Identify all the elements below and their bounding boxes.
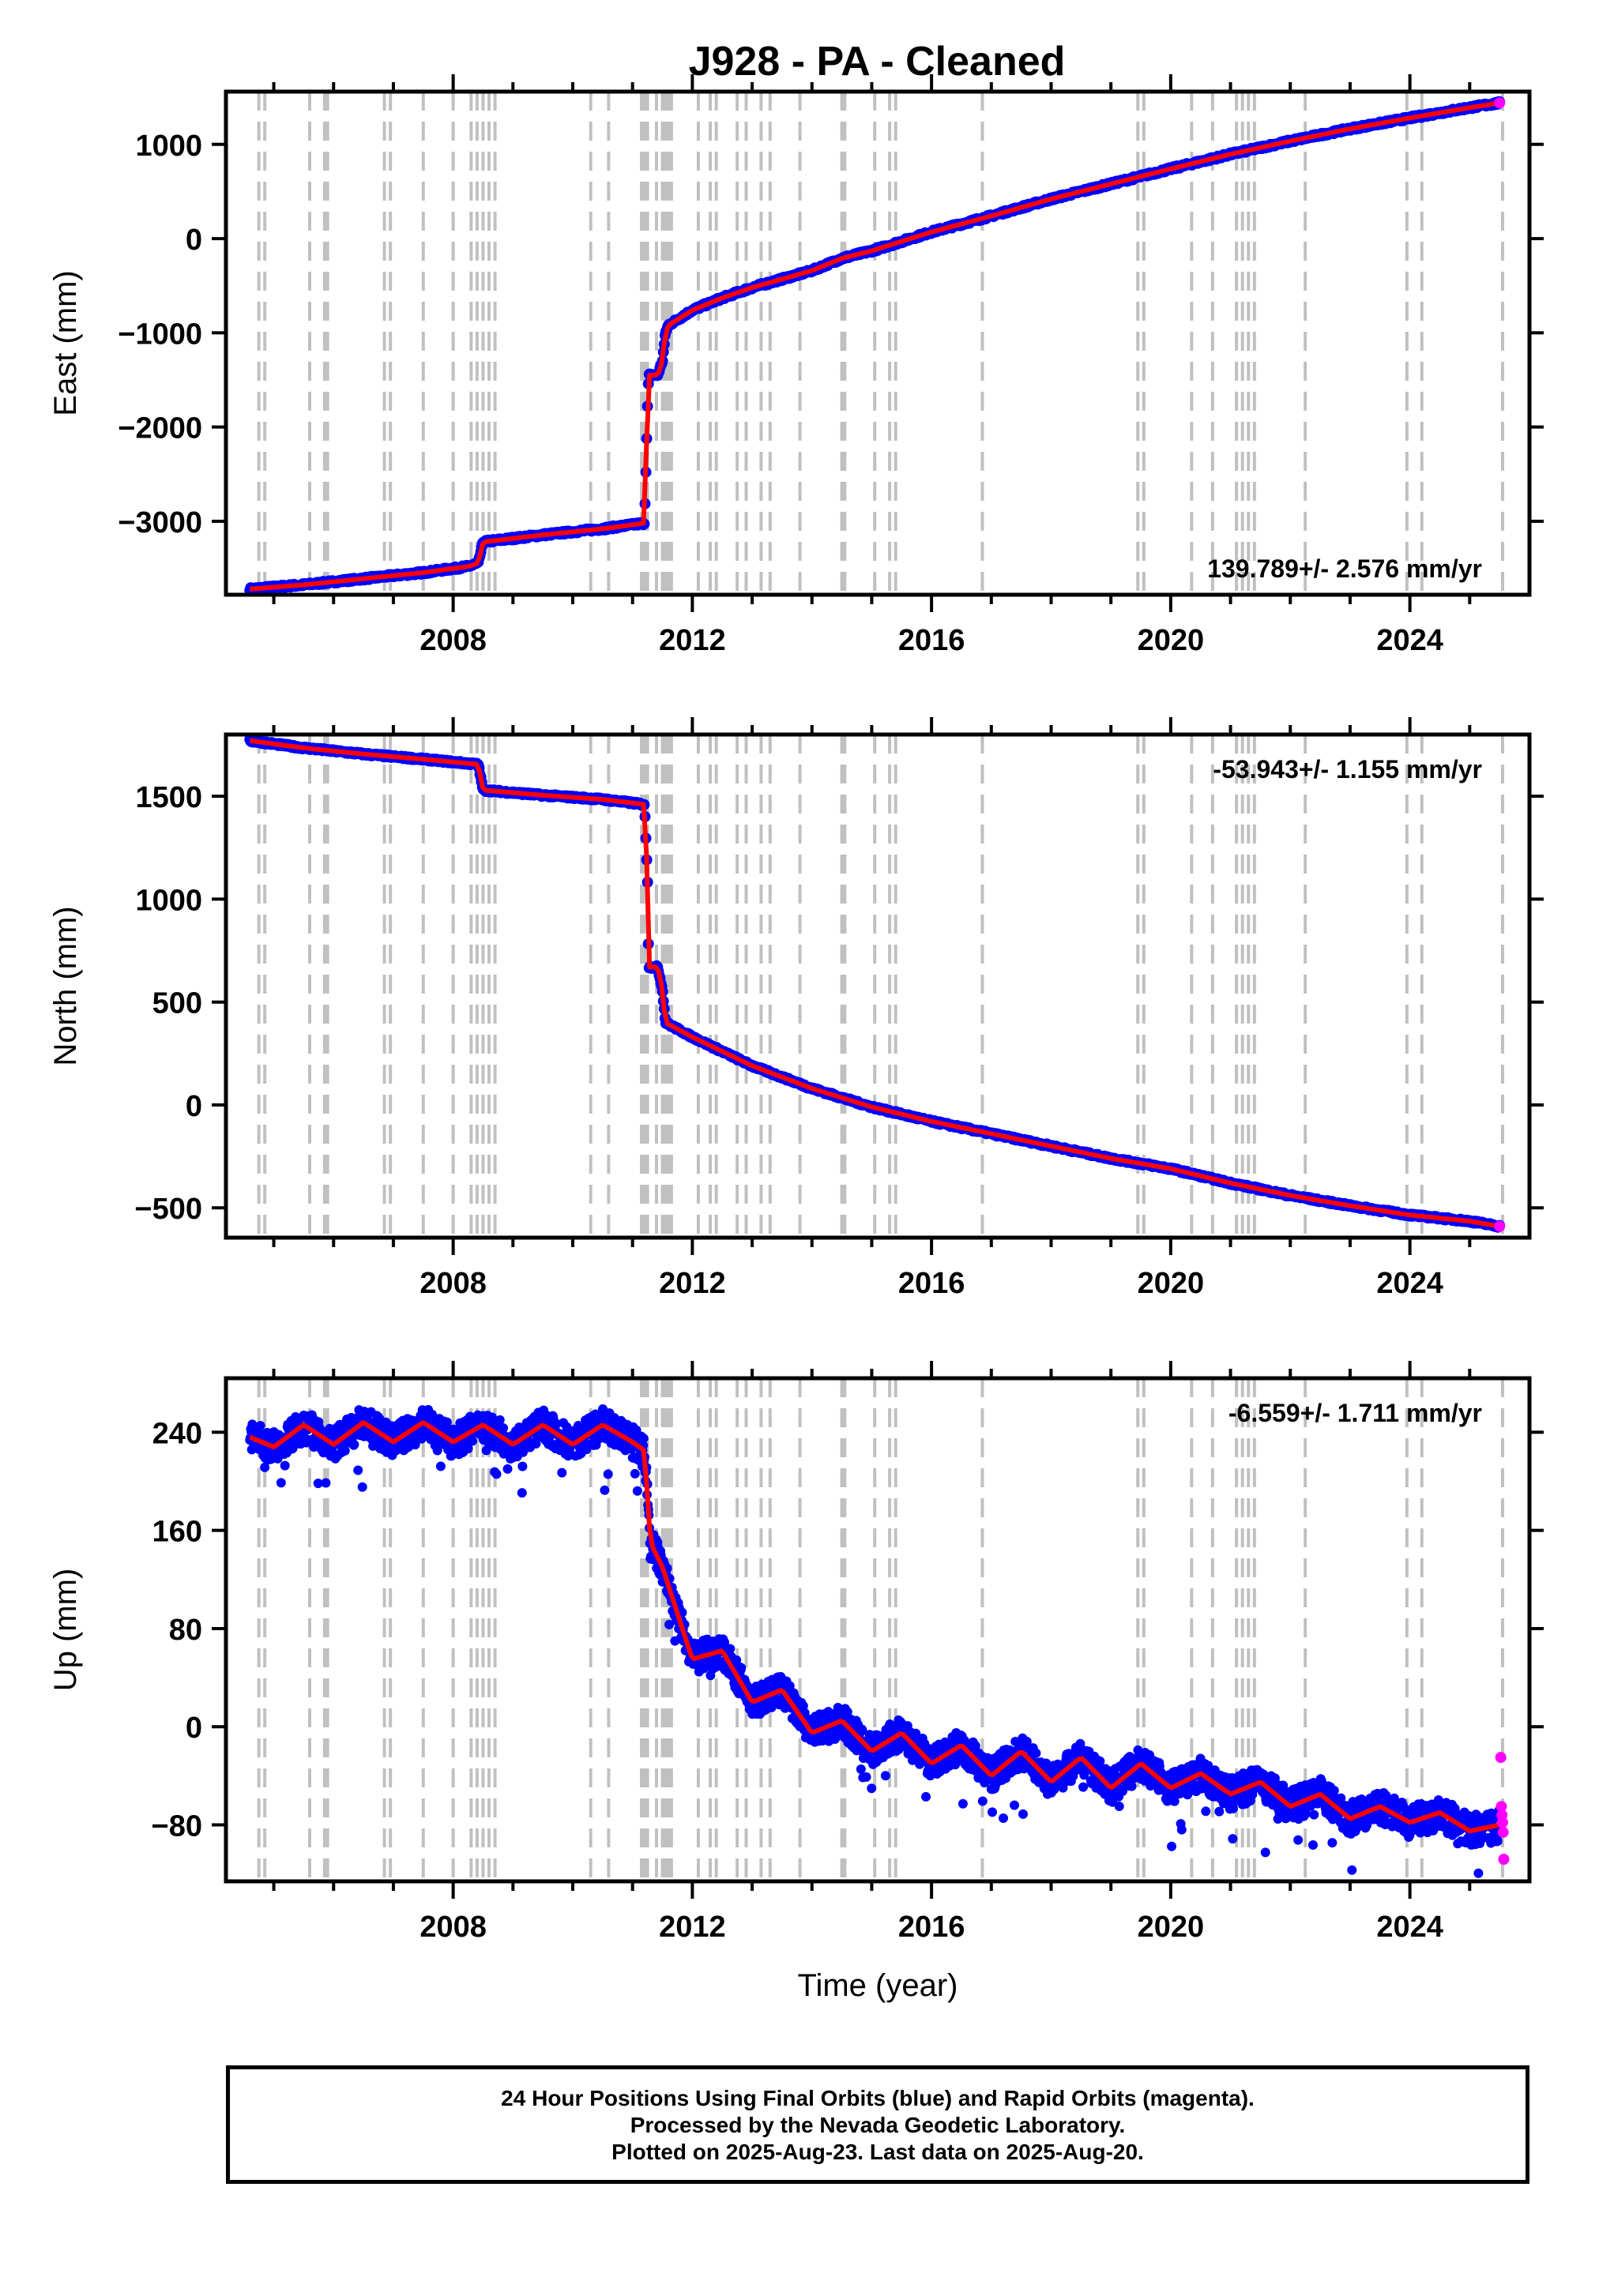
- final-orbit-point: [349, 1440, 359, 1449]
- final-orbit-point: [639, 1434, 649, 1443]
- final-orbit-point: [856, 1764, 866, 1774]
- final-orbit-point: [633, 1486, 642, 1496]
- final-orbit-point: [630, 1469, 640, 1479]
- x-tick-label: 2012: [659, 624, 726, 657]
- final-orbit-point: [736, 1663, 746, 1673]
- final-orbit-point: [517, 1488, 527, 1497]
- y-tick-label: −1000: [118, 318, 202, 351]
- final-orbit-point: [862, 1772, 871, 1782]
- final-orbit-point: [442, 1418, 452, 1427]
- final-orbit-point: [958, 1799, 968, 1809]
- x-tick-label: 2020: [1138, 624, 1205, 657]
- final-orbit-point: [517, 1462, 527, 1471]
- final-orbit-point: [988, 1807, 997, 1817]
- x-tick-label: 2016: [898, 624, 965, 657]
- final-orbit-point: [999, 1813, 1008, 1823]
- y-tick-label: 0: [186, 224, 202, 257]
- x-tick-label: 2024: [1376, 1267, 1443, 1300]
- x-tick-label: 2016: [898, 1267, 965, 1300]
- final-orbit-point: [1031, 1749, 1040, 1758]
- final-orbit-point: [358, 1482, 367, 1492]
- rapid-orbit-point: [1494, 1221, 1505, 1232]
- final-orbit-point: [353, 1466, 363, 1475]
- final-orbit-point: [921, 1792, 931, 1802]
- y-axis-label-east: East (mm): [48, 270, 83, 415]
- final-orbit-point: [277, 1478, 286, 1487]
- final-orbit-point: [604, 1469, 613, 1479]
- final-orbit-point: [280, 1461, 290, 1471]
- y-tick-label: −3000: [118, 506, 202, 539]
- final-orbit-point: [600, 1486, 609, 1495]
- final-orbit-point: [492, 1469, 502, 1479]
- rapid-orbit-point: [1494, 97, 1505, 108]
- y-axis-label-north: North (mm): [48, 906, 83, 1065]
- final-orbit-point: [436, 1462, 446, 1471]
- final-orbit-point: [256, 1421, 265, 1430]
- y-tick-label: 1500: [135, 781, 202, 814]
- final-orbit-point: [557, 1468, 566, 1478]
- final-orbit-point: [321, 1478, 330, 1487]
- final-orbit-point: [1018, 1809, 1028, 1819]
- x-tick-label: 2012: [659, 1267, 726, 1300]
- x-tick-label: 2008: [420, 1267, 487, 1300]
- final-orbit-point: [978, 1796, 988, 1806]
- final-orbit-point: [867, 1783, 876, 1793]
- y-tick-label: −500: [134, 1193, 202, 1226]
- x-tick-label: 2020: [1138, 1267, 1205, 1300]
- y-tick-label: 1000: [135, 130, 202, 163]
- figure-title: J928 - PA - Cleaned: [689, 39, 1066, 85]
- rate-label-north: -53.943+/- 1.155 mm/yr: [1213, 755, 1482, 783]
- final-orbit-point: [503, 1464, 513, 1474]
- final-orbit-point: [881, 1771, 890, 1780]
- x-tick-label: 2008: [420, 624, 487, 657]
- final-orbit-point: [340, 1446, 350, 1456]
- y-tick-label: 1000: [135, 884, 202, 917]
- y-tick-label: −2000: [118, 412, 202, 445]
- final-orbit-point: [468, 1437, 477, 1446]
- x-tick-label: 2024: [1376, 624, 1443, 657]
- final-orbit-point: [1010, 1801, 1019, 1810]
- y-tick-label: 0: [186, 1090, 202, 1123]
- rate-label-east: 139.789+/- 2.576 mm/yr: [1207, 554, 1482, 583]
- y-tick-label: 500: [152, 987, 202, 1020]
